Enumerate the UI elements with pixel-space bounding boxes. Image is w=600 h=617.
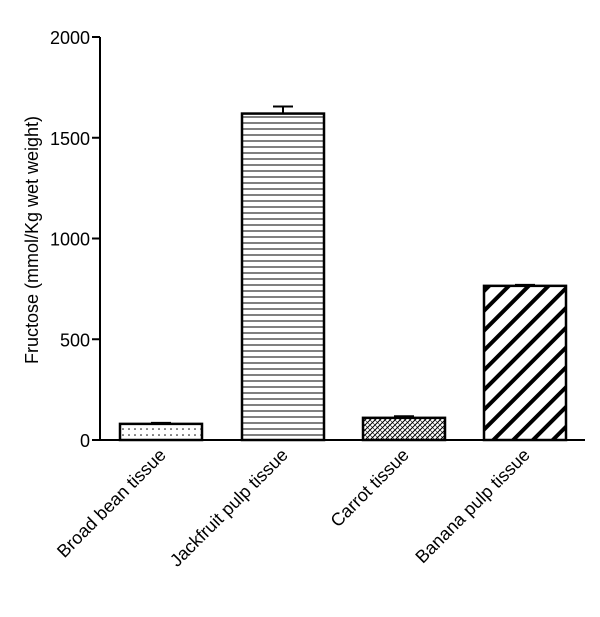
chart-error-bars — [151, 105, 535, 424]
chart-y-ticks: 0 500 1000 1500 2000 — [50, 28, 100, 451]
y-tick-label: 0 — [80, 431, 90, 451]
bar-4 — [482, 284, 568, 442]
bar-2 — [240, 112, 326, 442]
bar-1 — [118, 422, 204, 442]
x-tick-label: Broad bean tissue — [53, 445, 170, 562]
x-tick-label: Carrot tissue — [327, 445, 413, 531]
y-tick-label: 1000 — [50, 230, 90, 250]
bar-3 — [361, 416, 447, 442]
y-tick-label: 2000 — [50, 28, 90, 48]
y-axis-label: Fructose (mmol/Kg wet weight) — [22, 116, 42, 364]
y-tick-label: 1500 — [50, 129, 90, 149]
x-tick-label: Jackfruit pulp tissue — [166, 445, 292, 571]
chart-bars — [118, 112, 568, 442]
y-tick-label: 500 — [60, 330, 90, 350]
x-tick-label: Banana pulp tissue — [411, 445, 533, 567]
